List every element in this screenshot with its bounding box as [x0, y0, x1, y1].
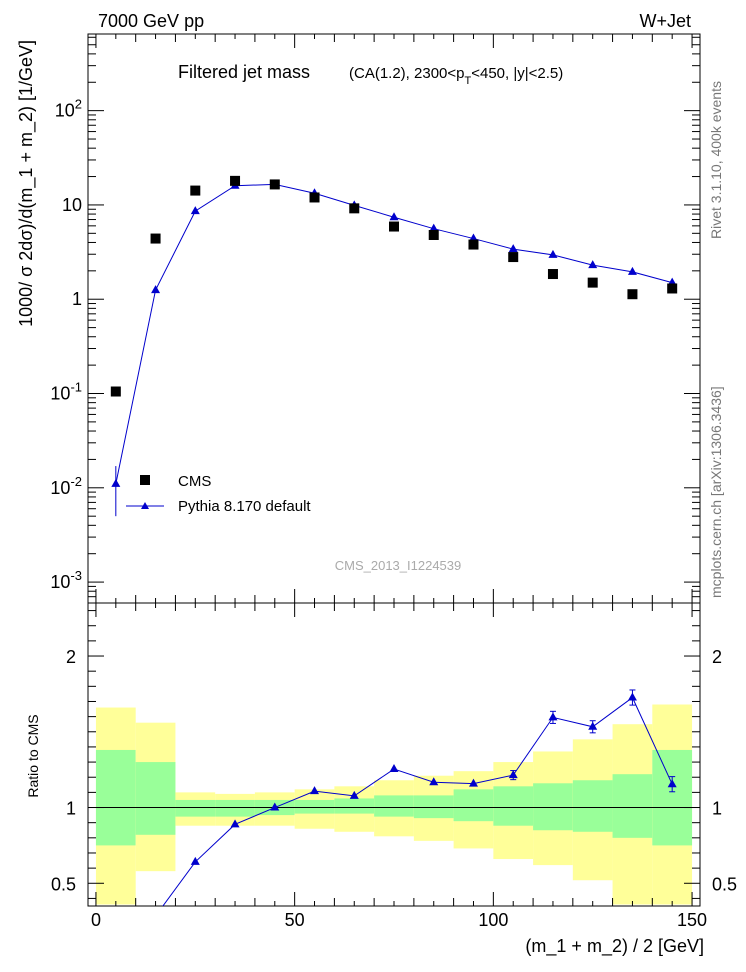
- ratio-data-marks: [162, 689, 677, 906]
- ratio-point: [389, 764, 399, 773]
- pythia-point: [627, 266, 637, 275]
- x-tick-label: 150: [677, 910, 707, 930]
- plot-subtitle: (CA(1.2), 2300<pT<450, |y|<2.5): [349, 65, 563, 87]
- ratio-point: [190, 856, 200, 865]
- ratio-point: [588, 721, 598, 730]
- ratio-point: [270, 802, 280, 811]
- ratio-series-group: [162, 689, 677, 906]
- y-tick-label-main: 10-1: [50, 380, 82, 404]
- analysis-watermark: CMS_2013_I1224539: [335, 558, 462, 573]
- x-tick-label: 0: [91, 910, 101, 930]
- y-tick-label-ratio-right: 1: [712, 799, 722, 819]
- pythia-point: [508, 244, 518, 253]
- band-inner: [374, 795, 414, 817]
- cms-point: [587, 277, 598, 288]
- cms-point: [150, 233, 161, 244]
- cms-point: [627, 289, 638, 300]
- band-inner: [95, 749, 136, 846]
- y-tick-label-main: 102: [55, 97, 82, 121]
- band-inner: [612, 774, 653, 838]
- ratio-point: [667, 779, 677, 788]
- band-inner: [294, 799, 335, 814]
- pythia-point: [389, 212, 399, 221]
- legend-marker-pythia: [141, 502, 149, 509]
- ratio-point: [310, 786, 320, 795]
- cms-point: [269, 179, 280, 190]
- x-tick-label: 50: [285, 910, 305, 930]
- ratio-point: [548, 712, 558, 721]
- ratio-point: [468, 778, 478, 787]
- cms-point: [468, 239, 479, 250]
- cms-point: [309, 192, 320, 203]
- x-axis-title: (m_1 + m_2) / 2 [GeV]: [525, 936, 704, 957]
- band-inner: [572, 780, 613, 832]
- cms-point: [547, 269, 558, 280]
- band-inner: [413, 795, 454, 819]
- cms-point: [389, 221, 399, 232]
- band-inner: [493, 786, 534, 826]
- cms-point: [230, 175, 241, 186]
- y-tick-label-ratio-right: 2: [712, 647, 722, 667]
- process-label: W+Jet: [639, 11, 691, 31]
- y-tick-label-main: 10: [62, 195, 82, 215]
- energy-label: 7000 GeV pp: [98, 11, 204, 31]
- pythia-point: [429, 223, 439, 232]
- ratio-point: [429, 777, 439, 786]
- band-inner: [453, 789, 494, 822]
- ratio-point: [508, 770, 518, 779]
- band-inner: [175, 799, 216, 817]
- pythia-point: [548, 249, 558, 258]
- ratio-point: [627, 692, 637, 701]
- ratio-uncertainty-bands: [95, 704, 693, 905]
- pythia-point: [111, 478, 121, 487]
- legend-label-cms: CMS: [178, 473, 211, 490]
- legend-label-pythia: Pythia 8.170 default: [178, 498, 311, 515]
- mcplots-credit-label: mcplots.cern.ch [arXiv:1306.3436]: [708, 386, 724, 598]
- cms-point: [508, 252, 519, 263]
- ratio-point: [349, 790, 359, 799]
- band-inner: [533, 783, 573, 831]
- cms-point: [190, 185, 201, 196]
- cms-point: [349, 203, 360, 214]
- cms-point: [428, 229, 439, 240]
- pythia-point: [468, 233, 478, 242]
- y-tick-label-main: 10-3: [50, 568, 82, 592]
- rivet-version-label: Rivet 3.1.10, 400k events: [708, 81, 724, 239]
- cms-point: [667, 283, 678, 294]
- y-axis-title-ratio: Ratio to CMS: [25, 714, 41, 797]
- y-tick-label-ratio: 2: [66, 647, 76, 667]
- main-data-marks: [110, 175, 678, 517]
- y-tick-label-main: 1: [72, 289, 82, 309]
- x-tick-label: 100: [478, 910, 508, 930]
- band-inner: [652, 749, 693, 846]
- legend-marker-cms: [140, 475, 150, 485]
- main-panel-frame: [87, 33, 701, 604]
- y-tick-label-ratio-right: 0.5: [712, 874, 737, 894]
- y-tick-label-ratio: 1: [66, 799, 76, 819]
- y-axis-title-main: 1000/ σ 2dσ)/d(m_1 + m_2) [1/GeV]: [16, 40, 37, 327]
- axis-ticks: 0 50 100 150 10-3 10-2 10-1 1 10 102 0.5 0.5 1 1 2 2: [50, 34, 737, 930]
- ratio-point: [230, 819, 240, 828]
- pythia-point: [151, 285, 161, 294]
- pythia-point: [588, 260, 598, 269]
- y-tick-label-main: 10-2: [50, 474, 82, 498]
- y-tick-label-ratio: 0.5: [51, 874, 76, 894]
- band-inner: [215, 799, 255, 817]
- cms-point: [110, 386, 121, 397]
- pythia-point: [190, 206, 200, 215]
- plot-title: Filtered jet mass: [178, 62, 310, 82]
- band-inner: [135, 762, 176, 835]
- band-inner: [334, 798, 375, 814]
